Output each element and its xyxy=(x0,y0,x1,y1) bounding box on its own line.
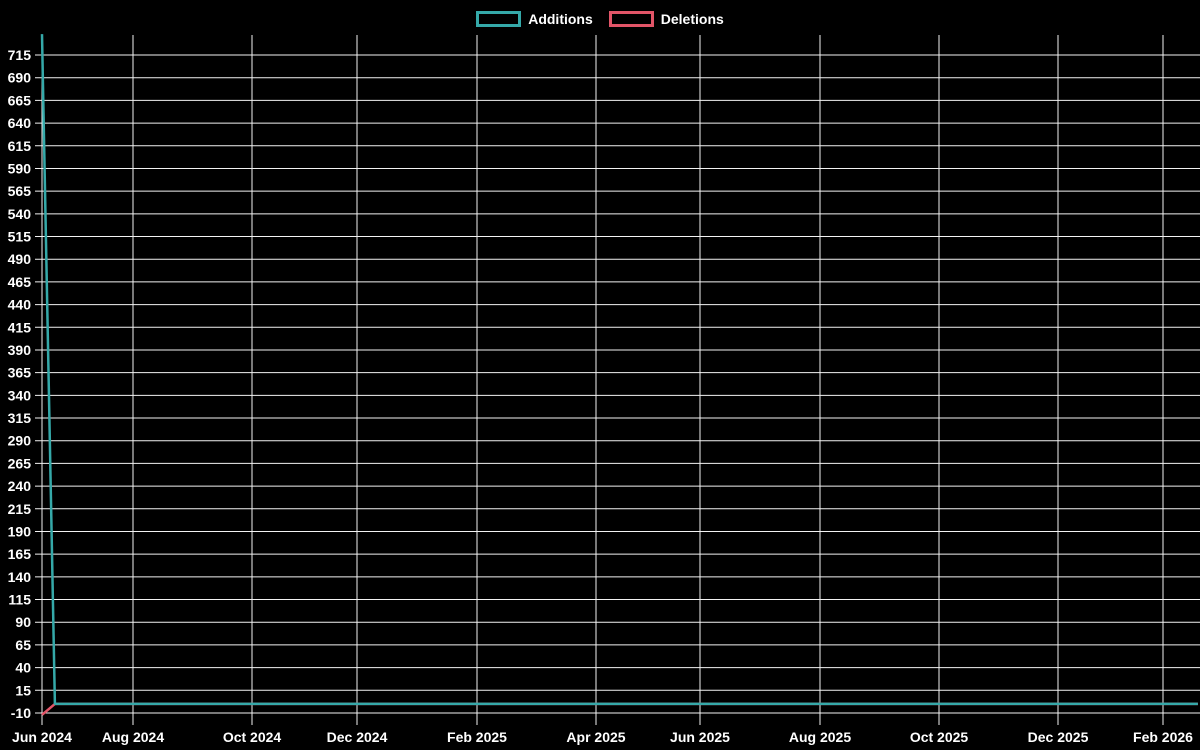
y-axis-tick-label: 690 xyxy=(8,70,32,86)
x-axis-tick-label: Feb 2025 xyxy=(447,729,507,745)
legend-item-deletions[interactable]: Deletions xyxy=(608,11,724,27)
y-axis-tick-label: 490 xyxy=(8,251,32,267)
chart-legend: Additions Deletions xyxy=(0,8,1200,30)
x-axis-tick-label: Dec 2025 xyxy=(1028,729,1089,745)
legend-label-deletions: Deletions xyxy=(660,11,724,27)
y-axis-tick-label: 215 xyxy=(8,501,32,517)
x-axis-tick-label: Feb 2026 xyxy=(1133,729,1193,745)
legend-label-additions: Additions xyxy=(528,11,593,27)
x-axis-tick-label: Jun 2025 xyxy=(670,729,730,745)
y-axis-tick-label: 540 xyxy=(8,206,32,222)
x-axis-tick-label: Oct 2025 xyxy=(910,729,969,745)
y-axis-tick-label: 465 xyxy=(8,274,32,290)
y-axis-tick-label: 40 xyxy=(15,660,31,676)
y-axis-tick-label: 65 xyxy=(15,637,31,653)
y-axis-tick-label: 365 xyxy=(8,365,32,381)
y-axis-tick-label: 640 xyxy=(8,115,32,131)
y-axis-tick-label: 515 xyxy=(8,229,32,245)
y-axis-tick-label: 615 xyxy=(8,138,32,154)
y-axis-tick-label: 590 xyxy=(8,160,32,176)
y-axis-tick-label: 90 xyxy=(15,614,31,630)
y-axis-tick-label: 140 xyxy=(8,569,32,585)
y-axis-tick-label: 415 xyxy=(8,319,32,335)
y-axis-tick-label: 190 xyxy=(8,523,32,539)
y-axis-tick-label: 715 xyxy=(8,47,32,63)
y-axis-tick-label: 665 xyxy=(8,92,32,108)
x-axis-tick-label: Jun 2024 xyxy=(12,729,72,745)
y-axis-tick-label: 565 xyxy=(8,183,32,199)
x-axis-tick-label: Apr 2025 xyxy=(566,729,625,745)
y-axis-tick-label: 165 xyxy=(8,546,32,562)
additions-swatch-icon xyxy=(476,11,522,27)
y-axis-tick-label: 340 xyxy=(8,387,32,403)
deletions-swatch-icon xyxy=(608,11,654,27)
y-axis-tick-label: 265 xyxy=(8,455,32,471)
y-axis-tick-label: 15 xyxy=(15,682,31,698)
y-axis-tick-label: 390 xyxy=(8,342,32,358)
y-axis-tick-label: 115 xyxy=(8,592,31,608)
y-axis-tick-label: 440 xyxy=(8,297,32,313)
x-axis-tick-label: Aug 2024 xyxy=(102,729,164,745)
x-axis-tick-label: Oct 2024 xyxy=(223,729,282,745)
y-axis-tick-label: -10 xyxy=(11,705,31,721)
y-axis-tick-label: 240 xyxy=(8,478,32,494)
series-line-additions xyxy=(40,34,1198,706)
y-axis-tick-label: 315 xyxy=(8,410,32,426)
x-axis-tick-label: Dec 2024 xyxy=(327,729,388,745)
x-axis-tick-label: Aug 2025 xyxy=(789,729,851,745)
legend-item-additions[interactable]: Additions xyxy=(476,11,593,27)
y-axis-tick-label: 290 xyxy=(8,433,32,449)
